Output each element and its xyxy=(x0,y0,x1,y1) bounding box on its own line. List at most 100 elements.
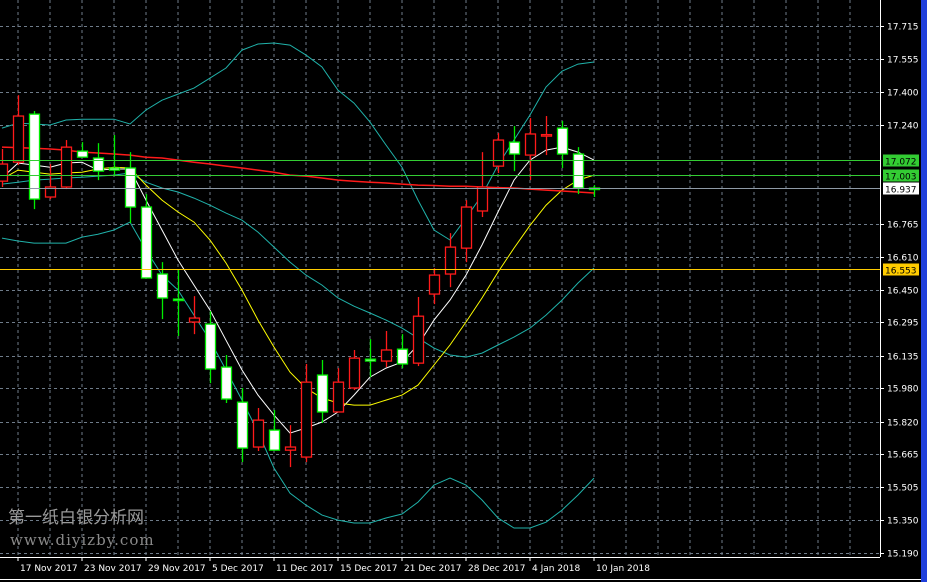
x-tick-label: 5 Dec 2017 xyxy=(212,564,264,574)
watermark-url: www.diyizby.com xyxy=(10,531,155,549)
candle xyxy=(428,268,441,305)
y-tick-label: 16.135 xyxy=(887,353,919,363)
candle-body xyxy=(380,349,393,362)
candle-body xyxy=(28,113,41,200)
candle-body xyxy=(492,139,505,167)
candle xyxy=(540,116,553,156)
watermark-name: 第一纸白银分析网 xyxy=(8,508,144,528)
candle xyxy=(44,164,57,200)
price-level-label-bg xyxy=(883,169,919,182)
bollinger-upper-line xyxy=(1,42,595,241)
x-tick-label: 28 Dec 2017 xyxy=(468,564,526,574)
y-tick-label: 15.980 xyxy=(887,385,919,395)
candle-body xyxy=(364,358,377,362)
candle-body xyxy=(188,317,201,323)
bollinger-lower-line xyxy=(1,221,595,529)
ma-medium-line xyxy=(1,166,595,406)
x-tick-label: 23 Nov 2017 xyxy=(84,564,142,574)
candle-body xyxy=(60,146,73,188)
candle-body xyxy=(76,150,89,158)
y-tick-label: 15.190 xyxy=(887,550,919,560)
candle-body xyxy=(524,133,537,156)
candle-body xyxy=(108,167,121,171)
x-tick-label: 11 Dec 2017 xyxy=(276,564,334,574)
candle-body xyxy=(412,315,425,364)
candle xyxy=(188,296,201,335)
candle-body xyxy=(268,429,281,451)
y-tick-label: 15.820 xyxy=(887,419,919,429)
candle xyxy=(284,425,297,468)
candle xyxy=(492,133,505,174)
candle xyxy=(76,142,89,158)
candle xyxy=(524,118,537,181)
price-level-label-bg xyxy=(883,154,919,167)
price-level-label-bg xyxy=(883,182,919,195)
candle xyxy=(60,140,73,190)
x-tick-label: 21 Dec 2017 xyxy=(404,564,462,574)
candle xyxy=(124,152,137,224)
candle xyxy=(92,143,105,181)
candle xyxy=(140,194,153,279)
x-tick-label: 29 Nov 2017 xyxy=(148,564,206,574)
candle-body xyxy=(316,374,329,413)
candle-body xyxy=(44,186,57,198)
candle xyxy=(316,360,329,424)
candle xyxy=(348,349,361,391)
candle-body xyxy=(460,206,473,249)
y-tick-label: 16.295 xyxy=(887,319,919,329)
candle-body xyxy=(444,246,457,275)
candle-body xyxy=(540,133,553,137)
candle-body xyxy=(252,419,265,448)
candle-body xyxy=(220,366,233,400)
x-tick-label: 15 Dec 2017 xyxy=(340,564,398,574)
candle xyxy=(476,152,489,218)
candle-body xyxy=(172,298,185,302)
right-border xyxy=(921,0,927,582)
candle xyxy=(156,262,169,320)
price-level-label: 17.003 xyxy=(885,173,917,183)
candle xyxy=(108,135,121,177)
candle xyxy=(268,410,281,451)
candle xyxy=(508,126,521,172)
candle xyxy=(364,339,377,378)
candle xyxy=(300,363,313,463)
candle xyxy=(172,269,185,337)
candle-body xyxy=(300,381,313,458)
x-tick-label: 4 Jan 2018 xyxy=(532,564,580,574)
candle-body xyxy=(140,206,153,279)
candle-body xyxy=(556,127,569,155)
candle-body xyxy=(428,274,441,295)
y-tick-label: 15.350 xyxy=(887,517,919,527)
candle xyxy=(220,354,233,403)
candle-body xyxy=(508,141,521,155)
candle xyxy=(444,233,457,288)
candle-body xyxy=(476,186,489,212)
price-level-label: 17.072 xyxy=(885,158,917,168)
candle xyxy=(380,330,393,368)
candle xyxy=(12,95,25,166)
bollinger-middle-line xyxy=(1,172,595,358)
candle xyxy=(0,149,9,187)
price-level-label: 16.553 xyxy=(885,267,917,277)
candle xyxy=(572,147,585,195)
price-level-label-bg xyxy=(883,263,919,276)
candle-body xyxy=(284,446,297,451)
y-tick-label: 15.505 xyxy=(887,484,919,494)
candle xyxy=(236,387,249,463)
candle-body xyxy=(236,401,249,449)
y-tick-label: 16.765 xyxy=(887,221,919,231)
candle xyxy=(588,185,601,198)
candle-body xyxy=(204,323,217,370)
y-tick-label: 17.715 xyxy=(887,23,919,33)
candle xyxy=(396,334,409,369)
y-tick-label: 17.400 xyxy=(887,89,919,99)
y-tick-label: 17.240 xyxy=(887,122,919,132)
candle xyxy=(204,311,217,384)
candle-body xyxy=(124,167,137,208)
candle-body xyxy=(348,357,361,389)
candle xyxy=(252,408,265,452)
candle-body xyxy=(12,115,25,163)
price-level-label: 16.937 xyxy=(885,186,917,196)
candle-body xyxy=(0,163,9,182)
